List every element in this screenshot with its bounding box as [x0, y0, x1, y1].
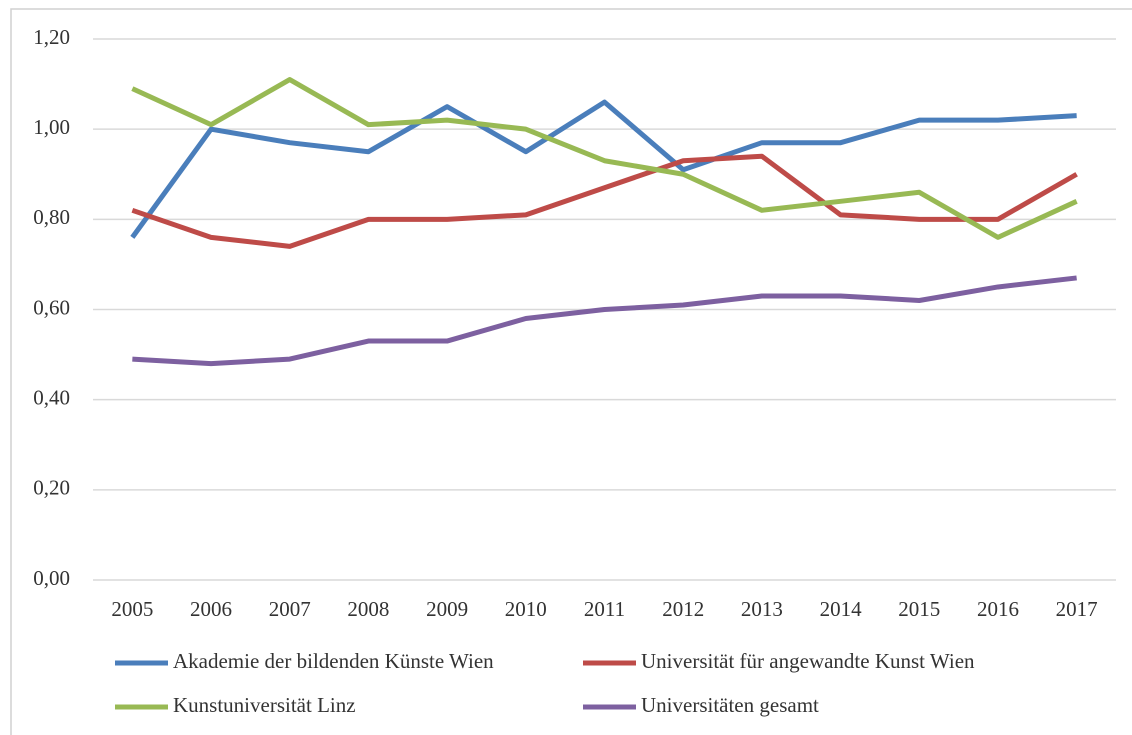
y-tick-label: 0,00: [33, 566, 70, 590]
x-tick-label: 2008: [347, 597, 389, 621]
series-line: [131, 153, 1078, 249]
y-tick-label: 0,80: [33, 205, 70, 229]
series-line: [130, 99, 1077, 239]
legend-label: Akademie der bildenden Künste Wien: [173, 649, 494, 673]
x-tick-label: 2006: [190, 597, 232, 621]
chart-frame: [10, 8, 1132, 735]
x-tick-label: 2013: [741, 597, 783, 621]
x-tick-label: 2010: [505, 597, 547, 621]
x-tick-label: 2014: [820, 597, 863, 621]
y-tick-label: 1,00: [33, 115, 70, 139]
x-tick-label: 2012: [662, 597, 704, 621]
x-tick-label: 2007: [269, 597, 311, 621]
y-tick-label: 0,20: [33, 476, 70, 500]
series-line: [132, 275, 1077, 367]
y-tick-label: 1,20: [33, 25, 70, 49]
legend-label: Kunstuniversität Linz: [173, 693, 356, 717]
x-tick-label: 2009: [426, 597, 468, 621]
x-tick-label: 2005: [111, 597, 153, 621]
series-line: [131, 77, 1078, 240]
x-tick-label: 2011: [584, 597, 625, 621]
x-tick-label: 2015: [898, 597, 940, 621]
legend-label: Universität für angewandte Kunst Wien: [641, 649, 975, 673]
y-tick-label: 0,40: [33, 385, 70, 409]
x-tick-label: 2016: [977, 597, 1019, 621]
legend-label: Universitäten gesamt: [641, 693, 819, 717]
x-tick-label: 2017: [1056, 597, 1098, 621]
y-tick-label: 0,60: [33, 295, 70, 319]
